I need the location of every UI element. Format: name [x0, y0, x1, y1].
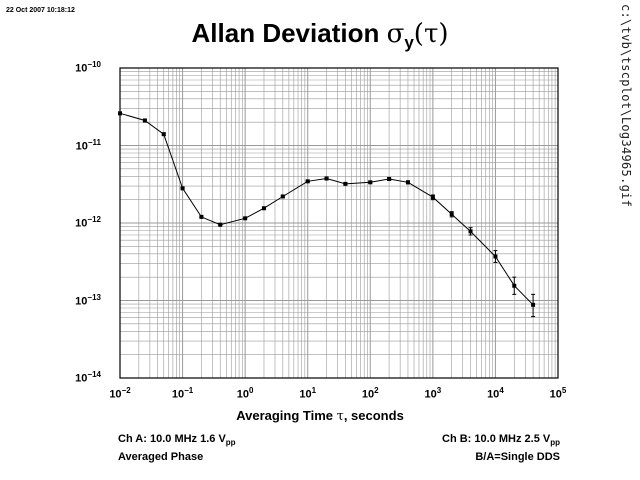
data-point: [280, 194, 285, 199]
data-point: [430, 195, 435, 200]
data-point: [368, 180, 373, 185]
x-tick-label: 102: [361, 386, 379, 401]
data-point: [243, 216, 248, 221]
x-tick-label: 104: [487, 386, 504, 401]
plot-frame: [119, 67, 559, 379]
timestamp: 22 Oct 2007 10:18:12: [6, 7, 75, 14]
x-tick-label: 105: [549, 386, 567, 401]
y-tick-label: 10−12: [75, 215, 101, 230]
channel-b-unit-subscript: pp: [550, 438, 560, 448]
channel-b-info: Ch B: 10.0 MHz 2.5 Vpp B/A=Single DDS: [380, 432, 560, 464]
data-point: [199, 214, 204, 219]
file-path-label: c:\tvb\tscplot\Log34965.gif: [619, 4, 633, 208]
x-tick-label: 10−1: [171, 386, 194, 401]
channel-b-mode: B/A=Single DDS: [475, 451, 560, 464]
data-point: [305, 179, 310, 184]
title-argument: (τ): [413, 19, 449, 49]
data-point: [180, 186, 185, 191]
channel-a-mode: Averaged Phase: [118, 451, 204, 464]
channel-b-setting: Ch B: 10.0 MHz 2.5 V: [442, 433, 551, 445]
data-point: [142, 118, 147, 123]
x-axis-label-text: Averaging Time τ, seconds: [236, 408, 404, 424]
x-tick-label: 100: [236, 386, 254, 401]
data-point: [343, 181, 348, 186]
data-point: [493, 254, 498, 259]
channel-a-unit-subscript: pp: [225, 438, 236, 448]
x-tick-label: 103: [424, 386, 442, 401]
y-tick-label: 10−11: [75, 137, 101, 153]
data-point: [261, 206, 266, 211]
data-point: [449, 212, 454, 217]
data-point: [512, 283, 517, 288]
data-point: [531, 302, 536, 307]
title-text: Allan Deviation: [191, 18, 387, 48]
data-point: [324, 176, 329, 181]
title-sigma: σ: [386, 19, 405, 49]
data-point: [405, 180, 410, 185]
y-tick-label: 10−14: [75, 370, 101, 385]
y-tick-label: 10−10: [75, 60, 101, 75]
data-point: [161, 132, 166, 137]
x-axis-label: Averaging Time τ, seconds: [0, 408, 640, 424]
x-tick-label: 101: [299, 386, 317, 401]
title-subscript: y: [404, 33, 414, 53]
chart-title: Allan Deviation σy(τ): [0, 18, 640, 53]
channel-a-setting: Ch A: 10.0 MHz 1.6 V: [118, 433, 226, 445]
y-tick-label: 10−13: [75, 292, 101, 308]
data-point: [387, 176, 392, 181]
data-point: [218, 222, 223, 227]
data-point: [118, 111, 122, 116]
x-tick-label: 10−2: [109, 386, 131, 401]
channel-a-info: Ch A: 10.0 MHz 1.6 Vpp Averaged Phase: [118, 432, 236, 464]
data-point: [468, 229, 473, 234]
